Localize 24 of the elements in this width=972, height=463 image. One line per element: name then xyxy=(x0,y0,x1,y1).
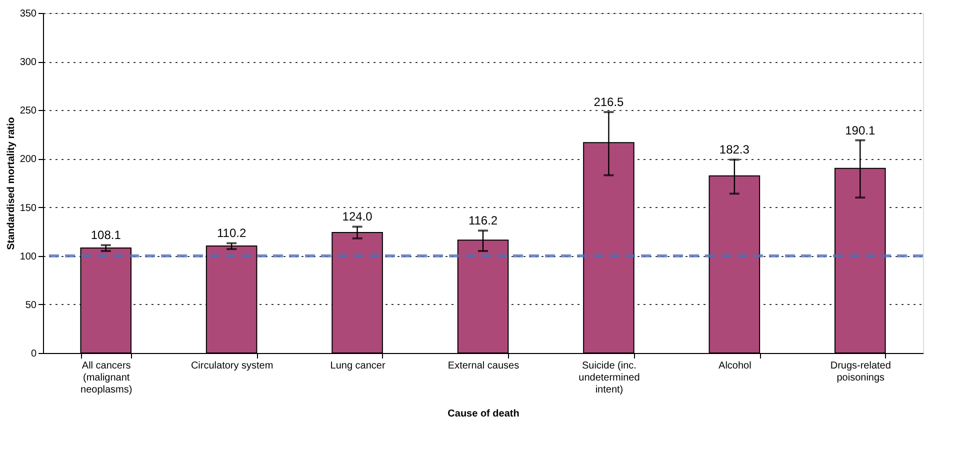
y-tick-label: 350 xyxy=(20,8,37,20)
x-tick-label: Lung cancer xyxy=(330,360,386,372)
y-tick-label: 50 xyxy=(25,300,37,311)
data-label: 110.2 xyxy=(217,226,246,240)
x-tick-label: External causes xyxy=(448,360,520,372)
x-tick-label: Circulatory system xyxy=(190,360,274,372)
x-tick-label: All cancers (malignant neoplasms) xyxy=(80,360,132,396)
y-tick-label: 150 xyxy=(20,202,37,214)
y-tick-label: 250 xyxy=(20,106,37,117)
y-axis-title: Standardised mortality ratio xyxy=(6,117,17,250)
data-label: 216.5 xyxy=(594,95,624,110)
data-label: 124.0 xyxy=(342,210,373,224)
y-tick-label: 100 xyxy=(20,251,37,262)
data-label: 182.3 xyxy=(719,142,750,157)
data-label: 116.2 xyxy=(468,214,498,228)
x-axis-title: Cause of death xyxy=(448,408,520,420)
x-tick-label: Alcohol xyxy=(718,360,752,372)
x-tick-label: Suicide (inc. undetermined intent) xyxy=(578,360,640,396)
x-tick-label: Drugs-related poisonings xyxy=(830,360,891,384)
data-label: 190.1 xyxy=(845,123,876,138)
y-tick-label: 300 xyxy=(20,57,37,68)
data-label: 108.1 xyxy=(90,228,122,242)
y-tick-label: 0 xyxy=(30,348,37,360)
y-tick-label: 200 xyxy=(20,154,37,166)
